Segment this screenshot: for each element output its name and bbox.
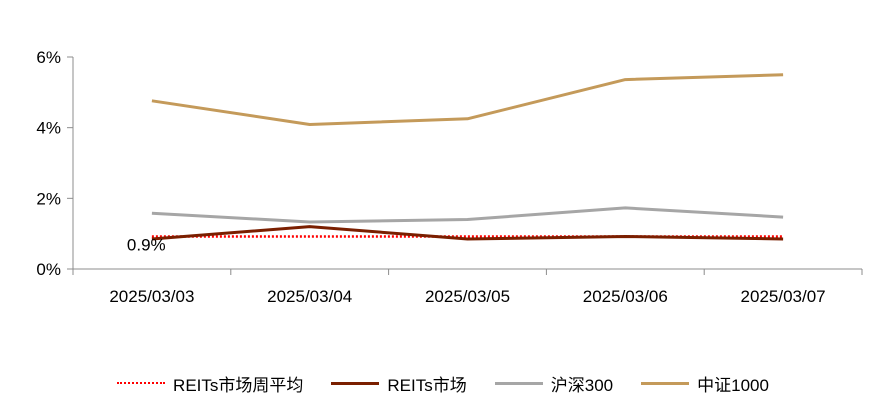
series-line	[151, 206, 784, 224]
y-tick-group: 0% 2% 4% 6%	[36, 48, 73, 279]
legend-swatch	[494, 381, 543, 385]
legend-item: 沪深300	[494, 371, 614, 396]
y-tick-label: 4%	[36, 119, 61, 138]
x-tick-label: 2025/03/07	[741, 287, 826, 306]
y-tick-label: 6%	[36, 48, 61, 67]
legend: REITs市场周平均 REITs市场 沪深300 中证1000	[0, 368, 886, 398]
legend-label: REITs市场周平均	[173, 375, 304, 395]
legend-label: 沪深300	[550, 375, 614, 395]
series-line	[151, 225, 784, 241]
legend-label: REITs市场	[387, 375, 467, 395]
x-tick-label: 2025/03/04	[267, 287, 352, 306]
legend-item: REITs市场	[331, 371, 467, 396]
legend-swatch	[641, 381, 690, 385]
plot-series-group	[151, 73, 784, 241]
legend-label: 中证1000	[697, 375, 769, 395]
legend-item: REITs市场周平均	[117, 371, 303, 396]
legend-swatch	[331, 381, 380, 385]
legend-swatch	[117, 382, 166, 384]
series-line	[151, 73, 784, 126]
y-tick-label: 0%	[36, 260, 61, 279]
legend-item: 中证1000	[641, 371, 769, 396]
x-tick-group: 2025/03/03 2025/03/04 2025/03/05 2025/03/06…	[72, 269, 863, 306]
data-label: 0.9%	[127, 235, 166, 254]
x-tick-label: 2025/03/03	[109, 287, 194, 306]
x-tick-label: 2025/03/06	[583, 287, 668, 306]
x-tick-label: 2025/03/05	[425, 287, 510, 306]
annotation-group: 0.9%	[127, 235, 166, 254]
y-tick-label: 2%	[36, 189, 61, 208]
